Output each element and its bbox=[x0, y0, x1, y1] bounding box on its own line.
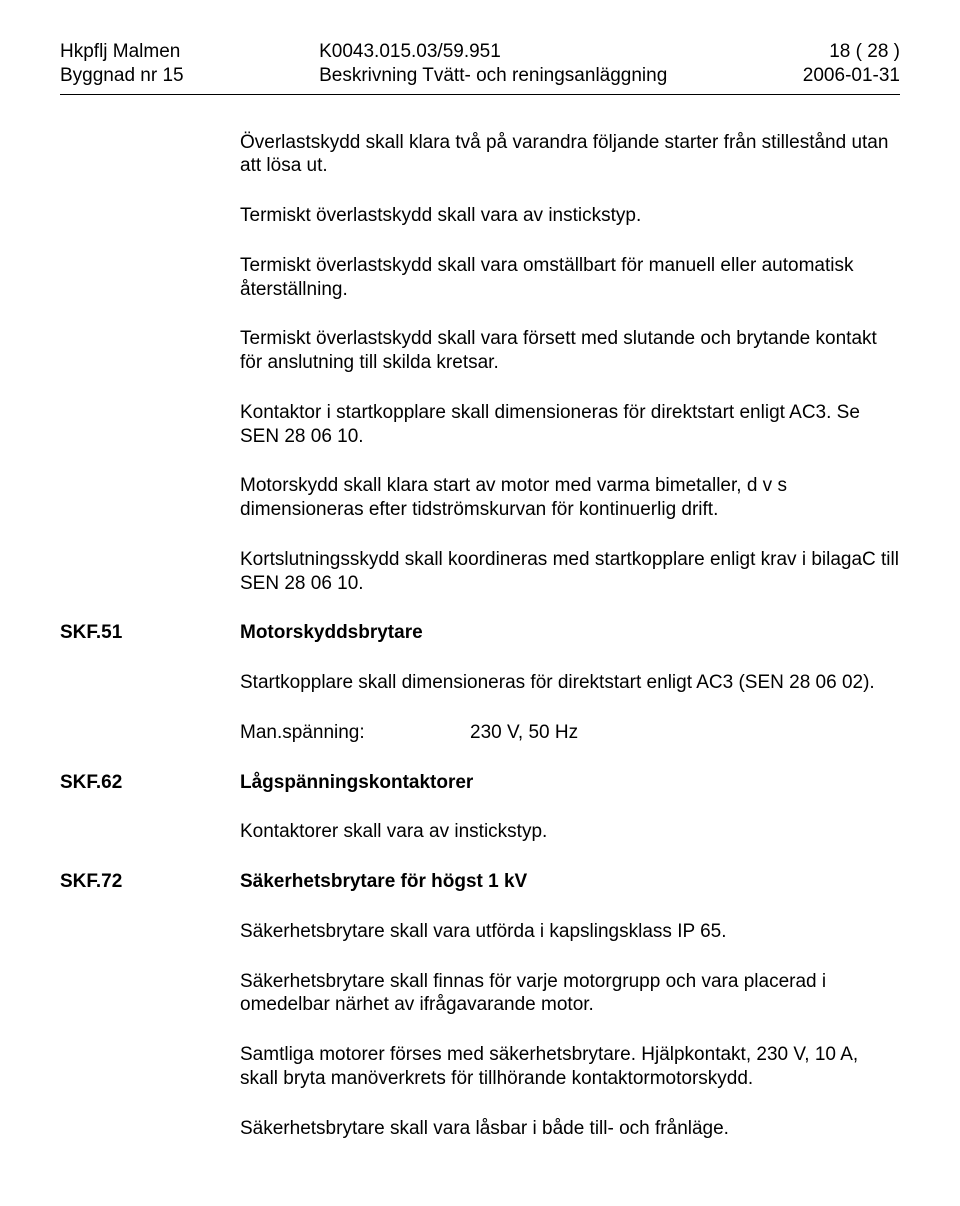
document-page: Hkpflj Malmen Byggnad nr 15 K0043.015.03… bbox=[0, 0, 960, 1206]
paragraph: Kontaktor i startkopplare skall dimensio… bbox=[240, 401, 900, 449]
header-left-line1: Hkpflj Malmen bbox=[60, 40, 184, 64]
header-left-line2: Byggnad nr 15 bbox=[60, 64, 184, 88]
section-heading: SKF.62 Lågspänningskontaktorer bbox=[60, 771, 900, 795]
paragraph: Startkopplare skall dimensioneras för di… bbox=[240, 671, 900, 695]
paragraph: Termiskt överlastskydd skall vara omstäl… bbox=[240, 254, 900, 302]
paragraph: Termiskt överlastskydd skall vara förset… bbox=[240, 327, 900, 375]
kv-value: 230 V, 50 Hz bbox=[470, 721, 578, 745]
section-heading: SKF.51 Motorskyddsbrytare bbox=[60, 621, 900, 645]
section-title: Säkerhetsbrytare för högst 1 kV bbox=[240, 870, 527, 894]
header-right-line2: 2006-01-31 bbox=[803, 64, 900, 88]
section-code: SKF.51 bbox=[60, 621, 240, 645]
paragraph: Termiskt överlastskydd skall vara av ins… bbox=[240, 204, 900, 228]
section-title: Lågspänningskontaktorer bbox=[240, 771, 473, 795]
header-center-line2: Beskrivning Tvätt- och reningsanläggning bbox=[319, 64, 667, 88]
paragraph: Kontaktorer skall vara av instickstyp. bbox=[240, 820, 900, 844]
paragraph: Säkerhetsbrytare skall vara låsbar i båd… bbox=[240, 1117, 900, 1141]
key-value-row: Man.spänning: 230 V, 50 Hz bbox=[240, 721, 900, 745]
paragraph: Kortslutningsskydd skall koordineras med… bbox=[240, 548, 900, 596]
paragraph: Säkerhetsbrytare skall finnas för varje … bbox=[240, 970, 900, 1018]
header-right-line1: 18 ( 28 ) bbox=[803, 40, 900, 64]
page-header: Hkpflj Malmen Byggnad nr 15 K0043.015.03… bbox=[60, 40, 900, 88]
header-center-line1: K0043.015.03/59.951 bbox=[319, 40, 667, 64]
section-title: Motorskyddsbrytare bbox=[240, 621, 423, 645]
header-left: Hkpflj Malmen Byggnad nr 15 bbox=[60, 40, 184, 88]
header-rule bbox=[60, 94, 900, 95]
kv-label: Man.spänning: bbox=[240, 721, 470, 745]
section-code: SKF.72 bbox=[60, 870, 240, 894]
paragraph: Samtliga motorer förses med säkerhetsbry… bbox=[240, 1043, 900, 1091]
section-code: SKF.62 bbox=[60, 771, 240, 795]
header-center: K0043.015.03/59.951 Beskrivning Tvätt- o… bbox=[319, 40, 667, 88]
header-right: 18 ( 28 ) 2006-01-31 bbox=[803, 40, 900, 88]
paragraph: Överlastskydd skall klara två på varandr… bbox=[240, 131, 900, 179]
section-heading: SKF.72 Säkerhetsbrytare för högst 1 kV bbox=[60, 870, 900, 894]
paragraph: Motorskydd skall klara start av motor me… bbox=[240, 474, 900, 522]
paragraph: Säkerhetsbrytare skall vara utförda i ka… bbox=[240, 920, 900, 944]
